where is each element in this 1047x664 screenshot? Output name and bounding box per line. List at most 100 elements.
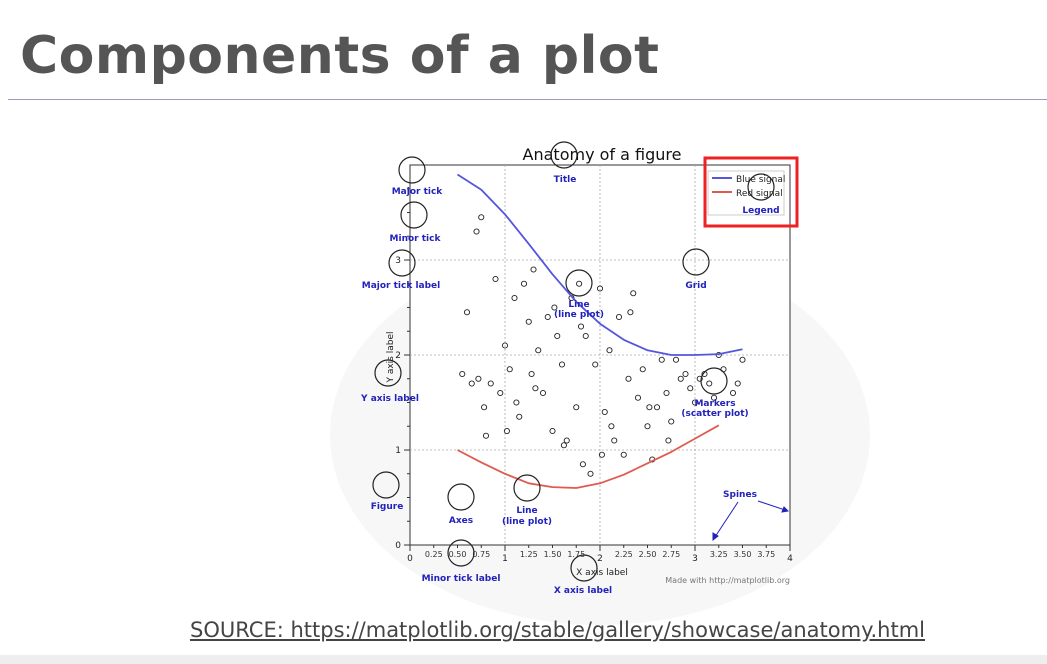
annotation-line-bottom-2: (line plot) bbox=[502, 517, 552, 527]
scatter-marker bbox=[516, 413, 523, 420]
scatter-marker bbox=[653, 404, 661, 411]
line-bottom-circle bbox=[513, 474, 541, 502]
x-minor-tick-label: 3.75 bbox=[757, 550, 775, 559]
scatter-marker bbox=[573, 404, 580, 411]
x-axis-label-circle bbox=[570, 554, 598, 582]
x-ticks: 0 1 2 3 4 0.25 0.50 0.75 1.25 1.50 1.75 2.25 2.50 2.7… bbox=[407, 545, 793, 564]
scatter-marker bbox=[677, 375, 684, 382]
axes-circle bbox=[447, 483, 475, 511]
scatter-markers bbox=[459, 214, 746, 477]
scatter-marker bbox=[734, 380, 741, 387]
legend-blue-label: Blue signal bbox=[736, 175, 785, 185]
x-minor-tick-label: 1.25 bbox=[520, 550, 538, 559]
x-minor-tick-label: 3.50 bbox=[734, 550, 752, 559]
x-minor-tick-label: 0.25 bbox=[425, 550, 443, 559]
scatter-marker bbox=[739, 356, 746, 363]
annotation-figure: Figure bbox=[371, 502, 404, 512]
scatter-marker bbox=[459, 370, 466, 378]
x-tick-label: 1 bbox=[502, 554, 508, 564]
annotation-line-top-1: Line bbox=[568, 300, 589, 310]
scatter-marker bbox=[658, 356, 665, 363]
scatter-marker bbox=[611, 437, 618, 444]
x-minor-tick-label: 0.50 bbox=[449, 550, 467, 559]
scatter-marker bbox=[487, 380, 494, 387]
major-tick-label-circle bbox=[388, 249, 416, 277]
scatter-marker bbox=[706, 380, 713, 387]
scatter-marker bbox=[625, 375, 632, 382]
scatter-marker bbox=[579, 461, 586, 468]
spine-arrowhead-1 bbox=[712, 532, 719, 542]
figure-title: Anatomy of a figure bbox=[523, 145, 682, 164]
scatter-marker bbox=[492, 275, 499, 283]
annotation-circles bbox=[372, 141, 775, 582]
scatter-marker bbox=[576, 280, 583, 287]
y-ticks: 0 1 2 3 bbox=[395, 188, 410, 551]
annotation-line-bottom-1: Line bbox=[516, 506, 537, 516]
x-minor-tick-label: 2.25 bbox=[615, 550, 633, 559]
annotation-major-tick-label: Major tick label bbox=[362, 281, 441, 291]
spine-arrow-1 bbox=[712, 501, 739, 541]
scatter-marker bbox=[497, 389, 504, 397]
scatter-marker bbox=[582, 332, 589, 340]
scatter-marker bbox=[577, 323, 585, 330]
scatter-marker bbox=[558, 361, 566, 368]
scatter-marker bbox=[646, 404, 653, 411]
scatter-marker bbox=[482, 432, 490, 439]
legend-red-label: Red signal bbox=[736, 189, 783, 199]
scatter-marker bbox=[468, 380, 475, 387]
line-top-circle bbox=[565, 269, 593, 297]
annotation-x-axis-label: X axis label bbox=[554, 586, 612, 595]
scatter-marker bbox=[668, 418, 675, 425]
annotation-markers-1: Markers bbox=[694, 399, 735, 409]
scatter-marker bbox=[682, 370, 689, 378]
major-tick-circle bbox=[398, 156, 426, 184]
x-minor-tick-label: 0.75 bbox=[472, 550, 490, 559]
x-tick-label: 0 bbox=[407, 554, 413, 564]
scatter-marker bbox=[473, 228, 480, 235]
scatter-marker bbox=[520, 280, 528, 287]
scatter-marker bbox=[511, 294, 518, 302]
scatter-marker bbox=[525, 318, 532, 325]
y-tick-label: 0 bbox=[395, 541, 401, 551]
x-tick-label: 3 bbox=[692, 554, 698, 564]
annotation-major-tick: Major tick bbox=[392, 187, 444, 197]
annotation-grid: Grid bbox=[685, 281, 706, 291]
legend-circle bbox=[747, 173, 775, 201]
scatter-marker bbox=[587, 470, 594, 477]
source-link[interactable]: SOURCE: https://matplotlib.org/stable/ga… bbox=[190, 618, 926, 642]
scatter-marker bbox=[691, 399, 699, 406]
x-tick-label: 2 bbox=[597, 554, 603, 564]
y-tick-label: 3 bbox=[395, 256, 401, 266]
title-divider bbox=[8, 99, 1047, 100]
annotation-title: Title bbox=[554, 175, 577, 185]
x-minor-tick-label: 2.75 bbox=[662, 550, 680, 559]
scatter-marker bbox=[530, 266, 537, 273]
scatter-marker bbox=[503, 427, 510, 435]
y-axis-label: Y axis label bbox=[386, 331, 396, 383]
series-line bbox=[457, 173, 743, 356]
x-minor-tick-label: 2.50 bbox=[639, 550, 657, 559]
spine-arrowhead-2 bbox=[781, 506, 790, 513]
scatter-marker bbox=[554, 332, 561, 340]
scatter-marker bbox=[606, 347, 613, 354]
grid-circle bbox=[682, 248, 710, 276]
scatter-marker bbox=[535, 347, 542, 354]
title-circle bbox=[550, 141, 578, 169]
markers-circle bbox=[700, 367, 728, 395]
scatter-marker bbox=[696, 375, 703, 382]
scatter-marker bbox=[627, 309, 634, 316]
scatter-marker bbox=[596, 285, 604, 292]
scatter-marker bbox=[710, 394, 718, 401]
figure-circle bbox=[372, 471, 400, 499]
x-tick-label: 4 bbox=[787, 554, 793, 564]
annotation-minor-tick: Minor tick bbox=[390, 234, 442, 244]
scatter-marker bbox=[729, 389, 737, 397]
annotation-minor-tick-label: Minor tick label bbox=[422, 574, 501, 584]
annotation-markers-2: (scatter plot) bbox=[681, 409, 748, 419]
scatter-marker bbox=[481, 404, 488, 411]
scatter-marker bbox=[639, 366, 646, 373]
line-series bbox=[457, 173, 743, 489]
scatter-marker bbox=[665, 437, 672, 444]
y-axis-label-circle bbox=[374, 359, 402, 387]
scatter-marker bbox=[630, 290, 637, 297]
